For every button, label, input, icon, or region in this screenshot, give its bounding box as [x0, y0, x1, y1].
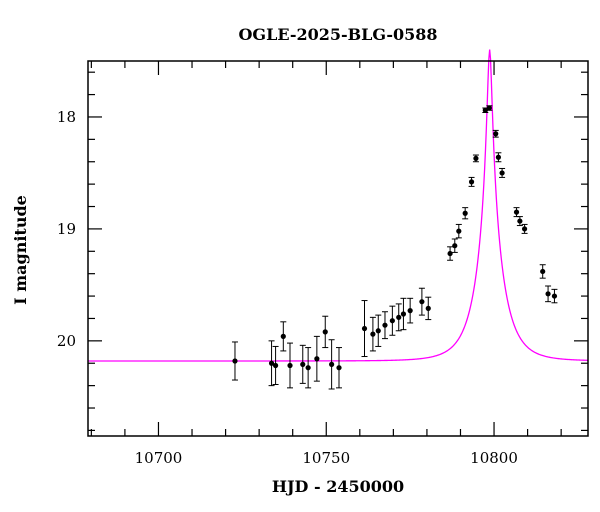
x-tick-label: 10800: [470, 449, 518, 467]
data-points-layer: [231, 105, 558, 390]
data-point: [305, 347, 312, 389]
data-marker: [287, 362, 293, 369]
data-point: [369, 316, 376, 352]
model-curve-layer: [88, 49, 589, 362]
x-axis-label: HJD - 2450000: [272, 477, 404, 496]
data-marker: [370, 331, 376, 337]
data-marker: [482, 107, 488, 113]
x-tick-label: 10750: [302, 449, 350, 467]
data-point: [328, 339, 335, 390]
y-tick-label: 18: [57, 108, 76, 126]
data-marker: [375, 328, 381, 334]
data-marker: [329, 361, 335, 367]
data-point: [407, 297, 414, 324]
data-point: [551, 288, 558, 304]
data-marker: [425, 305, 431, 311]
data-marker: [382, 322, 388, 328]
data-marker: [322, 329, 328, 335]
data-point: [381, 311, 388, 340]
data-point: [447, 246, 454, 261]
data-marker: [336, 365, 342, 371]
data-marker: [400, 311, 407, 317]
data-marker: [456, 228, 462, 234]
data-point: [322, 315, 329, 349]
data-point: [468, 176, 475, 187]
y-axis-label: I magnitude: [11, 195, 30, 305]
data-marker: [486, 105, 492, 111]
data-marker: [452, 243, 458, 249]
chart-title: OGLE-2025-BLG-0588: [238, 25, 437, 44]
data-marker: [521, 226, 528, 232]
data-marker: [513, 209, 520, 215]
data-point: [272, 345, 279, 386]
data-marker: [545, 291, 551, 297]
data-marker: [419, 299, 425, 305]
data-point: [516, 216, 523, 227]
data-marker: [389, 318, 395, 324]
data-point: [521, 223, 528, 234]
data-point: [425, 296, 432, 321]
plot-frame: [87, 60, 589, 437]
data-point: [455, 223, 462, 239]
data-marker: [407, 308, 413, 314]
data-point: [486, 105, 493, 111]
data-marker: [517, 218, 523, 224]
axis-tick-labels: 10700 10750 10800 18 19 20: [57, 108, 518, 467]
data-marker: [462, 210, 468, 216]
data-marker: [314, 356, 320, 362]
data-marker: [499, 170, 505, 176]
data-point: [545, 285, 552, 303]
data-point: [268, 340, 275, 387]
data-point: [287, 342, 294, 389]
data-point: [492, 129, 499, 138]
data-marker: [280, 333, 286, 339]
data-marker: [495, 154, 502, 160]
data-marker: [300, 361, 306, 367]
x-tick-label: 10700: [135, 449, 183, 467]
data-marker: [361, 325, 368, 332]
data-point: [280, 321, 287, 352]
data-point: [231, 341, 238, 381]
y-tick-label: 20: [57, 332, 76, 350]
data-point: [462, 207, 469, 220]
data-point: [375, 314, 382, 347]
model-curve: [88, 49, 589, 362]
data-marker: [540, 268, 546, 275]
data-marker: [447, 250, 453, 257]
data-point: [495, 152, 502, 163]
data-point: [539, 264, 546, 279]
data-marker: [473, 155, 479, 161]
data-point: [451, 238, 458, 253]
data-point: [418, 287, 425, 316]
data-point: [513, 207, 520, 218]
data-point: [361, 300, 368, 358]
data-marker: [232, 358, 238, 364]
data-marker: [468, 179, 475, 185]
data-marker: [551, 293, 558, 299]
axis-ticks: [88, 61, 588, 436]
data-marker: [272, 362, 279, 369]
data-point: [299, 344, 306, 384]
data-point: [395, 303, 402, 332]
data-marker: [268, 360, 275, 366]
data-point: [499, 167, 506, 178]
data-point: [472, 154, 479, 163]
data-point: [400, 297, 407, 331]
data-marker: [396, 314, 402, 320]
y-tick-label: 19: [57, 220, 76, 238]
data-point: [389, 305, 396, 336]
data-point: [313, 335, 320, 382]
data-point: [336, 347, 343, 389]
data-marker: [305, 365, 311, 371]
data-marker: [493, 131, 499, 137]
